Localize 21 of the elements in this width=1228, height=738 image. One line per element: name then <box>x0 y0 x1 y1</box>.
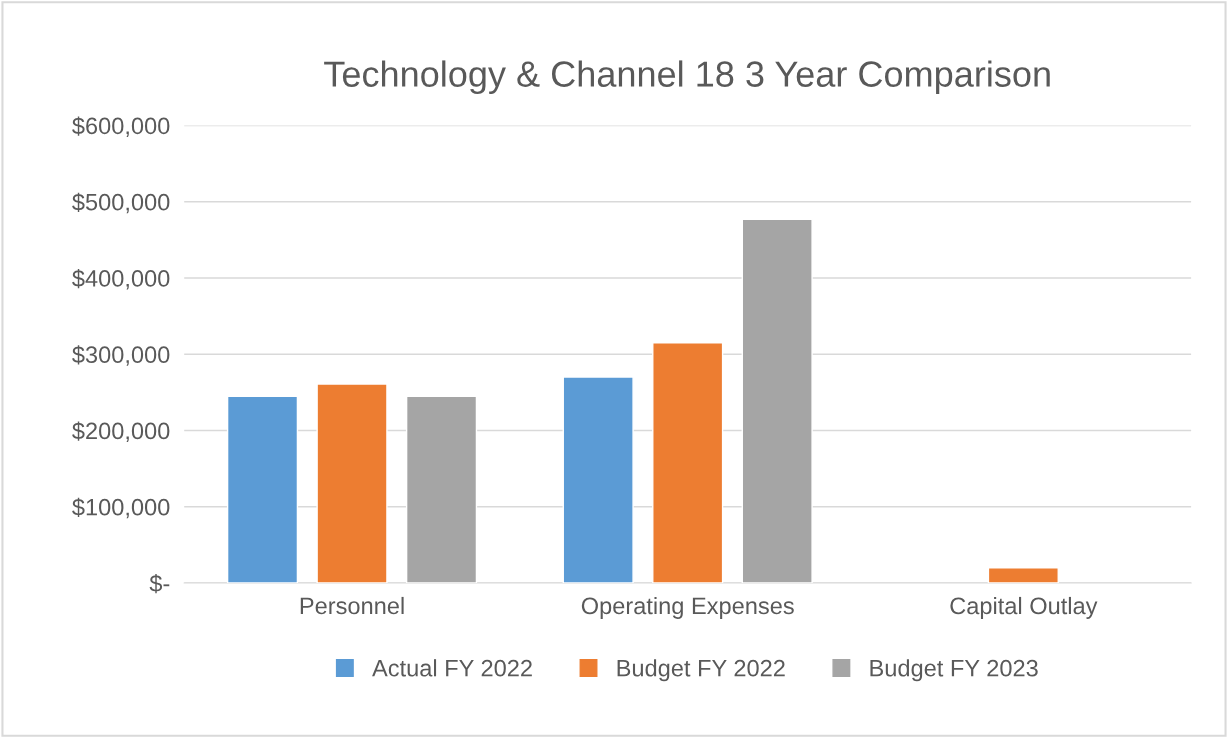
bar <box>405 395 478 584</box>
y-tick-label: $500,000 <box>72 192 170 214</box>
y-tick-label: $600,000 <box>72 116 170 138</box>
chart-title: Technology & Channel 18 3 Year Comparison <box>324 60 1050 95</box>
bar <box>987 567 1059 584</box>
x-tick-label: Personnel <box>300 596 404 615</box>
legend-label: Budget FY 2022 <box>617 659 785 682</box>
bar <box>562 376 634 584</box>
legend-label: Budget FY 2023 <box>870 659 1038 682</box>
y-tick-label: $- <box>149 574 170 594</box>
y-tick-label: $100,000 <box>72 497 170 519</box>
legend-label: Actual FY 2022 <box>372 659 532 677</box>
x-tick-label: Capital Outlay <box>950 596 1098 619</box>
bar <box>652 342 724 584</box>
bar <box>316 383 388 584</box>
x-tick-label: Operating Expenses <box>581 596 794 619</box>
y-tick-label: $300,000 <box>72 345 170 366</box>
y-tick-label: $200,000 <box>72 421 170 443</box>
y-tick-label: $400,000 <box>72 269 170 290</box>
bar <box>226 395 299 584</box>
bar <box>741 218 813 584</box>
